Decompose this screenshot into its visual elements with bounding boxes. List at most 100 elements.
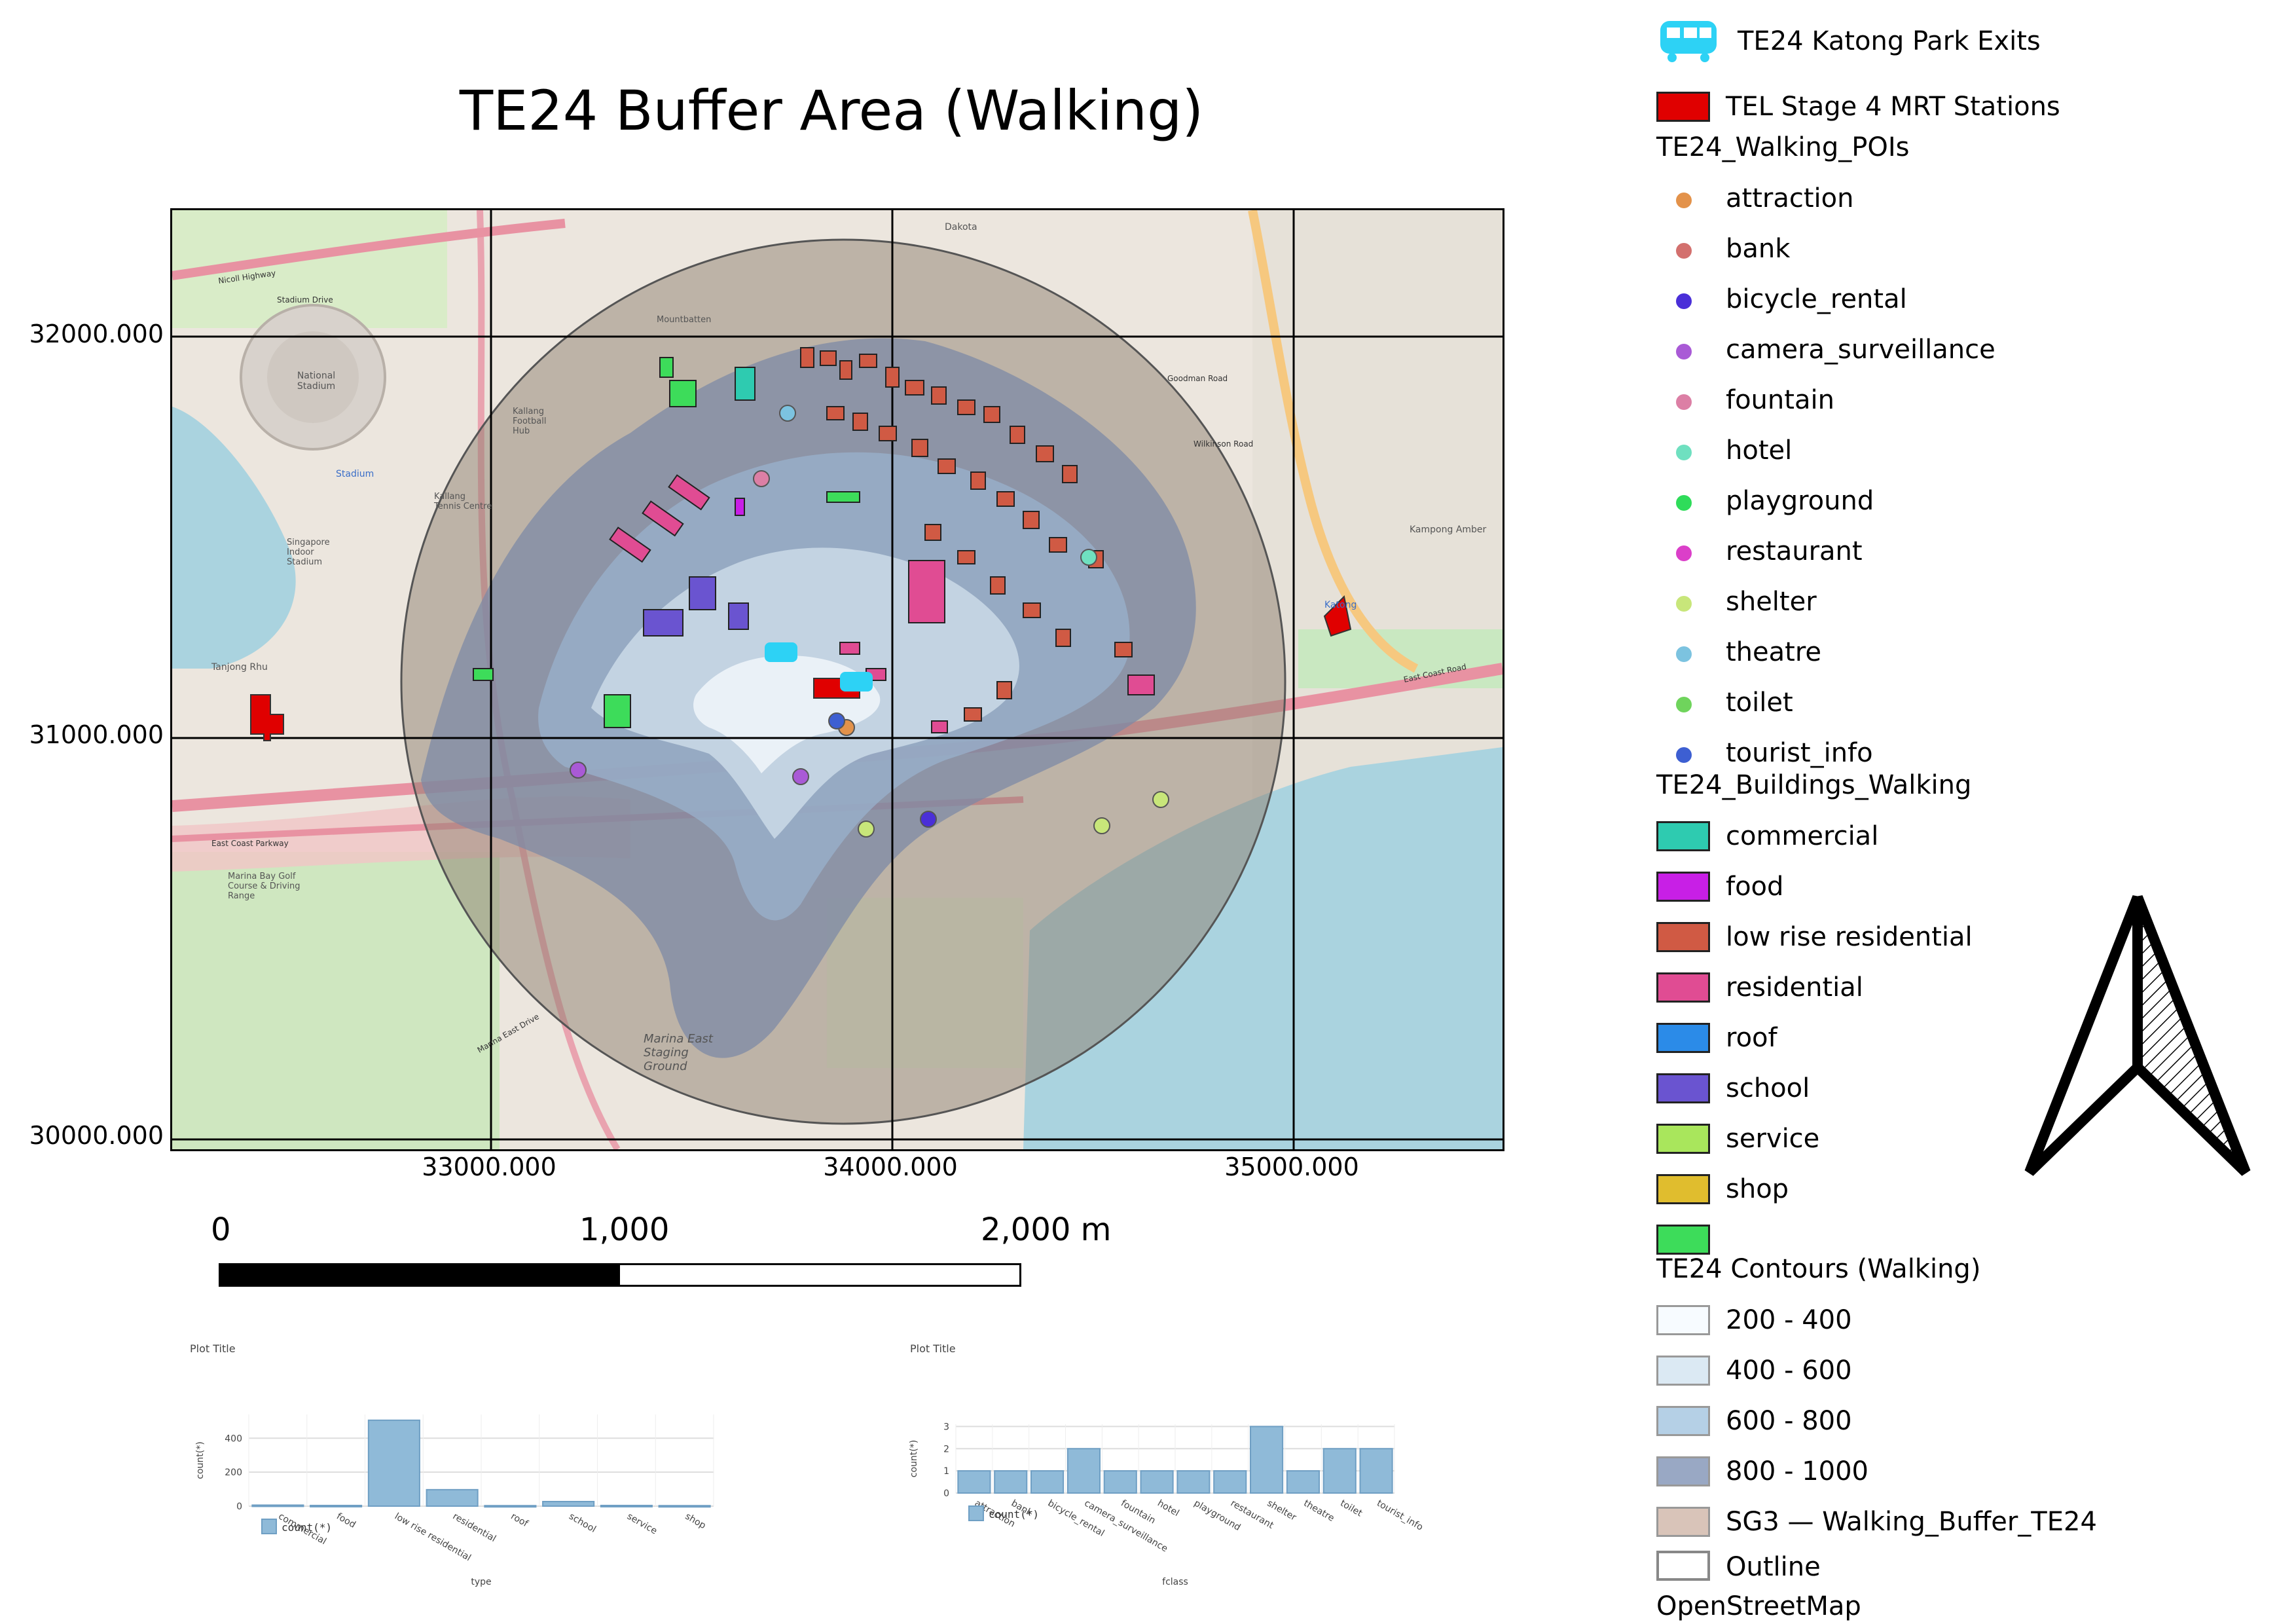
legend-building-commercial-swatch: [1656, 821, 1710, 851]
plot-poi-classes: Plot Title 0 1 2 3 attraction bank bicycle_ren…: [897, 1342, 1460, 1591]
plot-building-types: Plot Title 0 200 400 commercial food low rise…: [177, 1342, 740, 1591]
y-axis-label: count(*): [909, 1440, 919, 1477]
legend-poi-hotel-dot-icon: [1676, 445, 1692, 460]
legend-swatch: [968, 1505, 984, 1521]
legend-building-roof-swatch: [1656, 1023, 1710, 1053]
label-kampong-amber: Kampong Amber: [1410, 525, 1487, 535]
x-tick-33000: 33000.000: [422, 1153, 556, 1181]
legend-building-service-swatch: [1656, 1124, 1710, 1154]
y-tick-31000: 31000.000: [29, 720, 164, 749]
legend-building-residential-swatch: [1656, 972, 1710, 1003]
label-football-hub: Kallang Football Hub: [513, 407, 547, 436]
bar-school: [542, 1501, 595, 1507]
legend-poi-playground: playground: [1726, 486, 1874, 516]
legend-contour-3-swatch: [1656, 1456, 1710, 1486]
legend-poi-camera_surveillance-dot-icon: [1676, 344, 1692, 360]
legend-label: count(*): [282, 1521, 332, 1534]
y-tick-label: 200: [225, 1467, 242, 1478]
y-tick-label: 0: [943, 1488, 949, 1499]
map-canvas[interactable]: National Stadium Stadium Singapore Indoo…: [170, 208, 1504, 1151]
legend-exits: TE24 Katong Park Exits: [1738, 26, 2041, 56]
legend-building-commercial: commercial: [1726, 821, 1879, 851]
bar-theatre: [1286, 1470, 1320, 1494]
legend-poi-toilet: toilet: [1726, 688, 1793, 718]
legend-building-food-swatch: [1656, 872, 1710, 902]
legend-poi-restaurant: restaurant: [1726, 536, 1863, 566]
bar-toilet: [1322, 1448, 1357, 1494]
legend-poi-hotel: hotel: [1726, 435, 1793, 466]
legend-poi-bank-dot-icon: [1676, 243, 1692, 259]
x-axis-label: type: [471, 1577, 491, 1587]
x-tick-label: hotel: [1156, 1498, 1181, 1519]
label-goodman-road: Goodman Road: [1167, 374, 1228, 383]
bar-shelter: [1250, 1426, 1284, 1494]
legend-poi-theatre: theatre: [1726, 637, 1822, 667]
legend-building-food: food: [1726, 872, 1784, 902]
y-tick-label: 1: [943, 1466, 949, 1477]
legend-poi-shelter-dot-icon: [1676, 596, 1692, 612]
x-tick-label: theatre: [1302, 1498, 1336, 1524]
legend-poi-fountain: fountain: [1726, 385, 1834, 415]
scale-bar-black-segment: [221, 1265, 620, 1285]
legend-building-service: service: [1726, 1124, 1820, 1154]
legend-poi-bank: bank: [1726, 234, 1791, 264]
scale-label-2000: 2,000 m: [981, 1211, 1112, 1248]
label-stadium-drive: Stadium Drive: [277, 295, 333, 304]
legend-poi-toilet-dot-icon: [1676, 697, 1692, 712]
x-tick-label: residential: [451, 1511, 498, 1545]
legend-contour-2: 600 - 800: [1726, 1406, 1852, 1436]
x-tick-label: tourist_info: [1375, 1498, 1425, 1533]
bar-hotel: [1140, 1470, 1174, 1494]
x-tick-label: food: [335, 1511, 357, 1530]
map-basemap: [172, 210, 1503, 1149]
bar-residential: [426, 1488, 479, 1507]
legend-pois-heading: TE24_Walking_POIs: [1656, 132, 1910, 162]
bar-food: [310, 1504, 363, 1507]
y-tick-label: 3: [943, 1422, 949, 1432]
legend-building-shop-swatch: [1656, 1174, 1710, 1204]
legend-buildings-heading: TE24_Buildings_Walking: [1656, 770, 1972, 800]
map-legend: TE24 Katong Park Exits TEL Stage 4 MRT S…: [1656, 0, 2285, 1624]
y-tick-label: 0: [236, 1502, 242, 1512]
bar-low-rise-residential: [367, 1419, 420, 1507]
map-title: TE24 Buffer Area (Walking): [459, 79, 1204, 143]
label-indoor-stadium: Singapore Indoor Stadium: [287, 538, 330, 567]
legend-poi-bicycle_rental-dot-icon: [1676, 293, 1692, 309]
bar-roof: [484, 1505, 537, 1508]
legend-basemap: OpenStreetMap: [1656, 1591, 1861, 1621]
legend-poi-attraction-dot-icon: [1676, 193, 1692, 208]
legend-stations: TEL Stage 4 MRT Stations: [1726, 92, 2060, 122]
legend-contour-4: SG3 — Walking_Buffer_TE24: [1726, 1507, 2097, 1537]
legend-building-residential: residential: [1726, 972, 1863, 1003]
legend-outline: Outline: [1726, 1552, 1821, 1582]
legend-contour-4-swatch: [1656, 1507, 1710, 1537]
bar-fountain: [1103, 1470, 1137, 1494]
legend-poi-bicycle_rental: bicycle_rental: [1726, 284, 1907, 314]
label-tennis-centre: Kallang Tennis Centre: [434, 492, 492, 511]
legend-contour-2-swatch: [1656, 1406, 1710, 1436]
legend-poi-theatre-dot-icon: [1676, 646, 1692, 662]
legend-building-shop: shop: [1726, 1174, 1789, 1204]
legend-label: count(*): [989, 1508, 1039, 1521]
bar-bank: [994, 1470, 1028, 1494]
legend-contours-heading: TE24 Contours (Walking): [1656, 1254, 1981, 1284]
label-ecp: East Coast Parkway: [211, 839, 289, 848]
legend-poi-restaurant-dot-icon: [1676, 545, 1692, 561]
legend-contour-1: 400 - 600: [1726, 1356, 1852, 1386]
legend-poi-attraction: attraction: [1726, 183, 1854, 213]
legend-contour-1-swatch: [1656, 1356, 1710, 1386]
bar-tourist_info: [1359, 1448, 1393, 1494]
label-golf: Marina Bay Golf Course & Driving Range: [228, 872, 301, 901]
plot-right-title: Plot Title: [910, 1342, 956, 1355]
legend-poi-shelter: shelter: [1726, 587, 1817, 617]
y-tick-label: 2: [943, 1444, 949, 1454]
x-tick-label: school: [567, 1511, 598, 1535]
bar-camera_surveillance: [1066, 1448, 1101, 1494]
legend-stations-swatch: [1656, 92, 1710, 122]
x-axis-label: fclass: [1162, 1577, 1188, 1587]
legend-building-roof: roof: [1726, 1023, 1777, 1053]
label-stadium: Stadium: [336, 469, 374, 479]
x-tick-label: toilet: [1338, 1498, 1364, 1519]
